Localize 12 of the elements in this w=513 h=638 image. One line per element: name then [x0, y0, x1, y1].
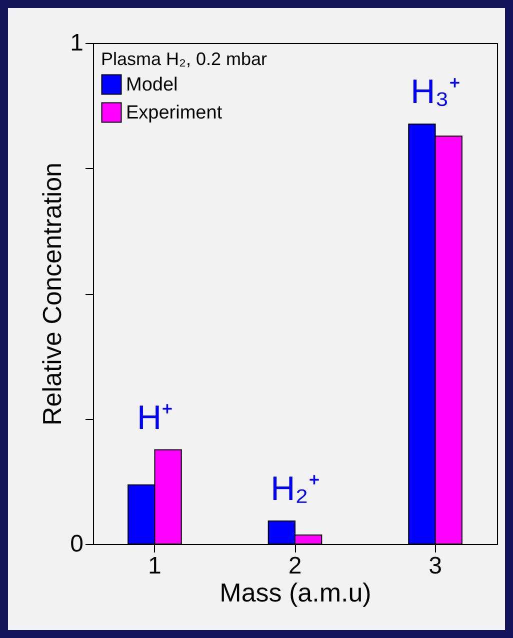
legend-label: Model: [126, 74, 178, 96]
y-axis-title: Relative Concentration: [37, 162, 68, 426]
annotation: H⁺: [136, 398, 173, 437]
legend-label: Experiment: [126, 102, 223, 124]
x-tick-label: 2: [288, 552, 302, 580]
y-tick-label: 0: [70, 530, 84, 558]
x-tick-label: 1: [148, 552, 162, 580]
annotation: H₃⁺: [410, 73, 460, 112]
x-axis-title: Mass (a.m.u): [220, 578, 372, 608]
x-tick-label: 3: [428, 552, 442, 580]
annotation: H₂⁺: [270, 470, 320, 508]
legend-title: Plasma H₂, 0.2 mbar: [101, 49, 268, 69]
